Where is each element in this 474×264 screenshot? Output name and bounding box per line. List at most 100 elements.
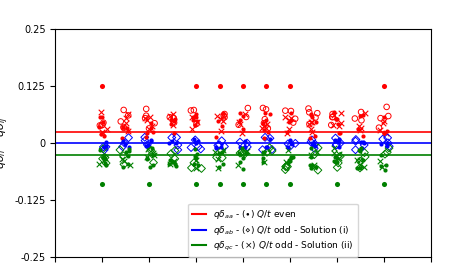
- Point: [264, 122, 271, 126]
- Point: [352, 148, 359, 152]
- Point: [102, 144, 109, 148]
- Point: [95, 124, 103, 129]
- Point: [125, 145, 132, 149]
- Point: [150, 161, 157, 165]
- Point: [170, 159, 177, 163]
- Point: [306, 135, 314, 140]
- Point: [193, 152, 201, 156]
- Point: [168, 135, 175, 140]
- Point: [378, 142, 385, 146]
- Point: [305, 110, 313, 114]
- Point: [102, 145, 109, 149]
- Point: [100, 120, 107, 125]
- Point: [358, 145, 365, 150]
- Point: [170, 130, 177, 135]
- Point: [103, 127, 110, 131]
- Point: [289, 155, 297, 159]
- Point: [124, 129, 132, 134]
- Point: [191, 147, 199, 151]
- Point: [243, 141, 251, 145]
- Point: [174, 143, 182, 147]
- Point: [330, 146, 337, 150]
- Point: [238, 131, 246, 135]
- Point: [310, 164, 318, 169]
- Point: [287, 118, 295, 122]
- Point: [149, 130, 156, 134]
- Point: [282, 164, 290, 169]
- Point: [356, 166, 364, 170]
- Point: [308, 163, 316, 167]
- Point: [218, 150, 226, 154]
- Point: [292, 117, 299, 121]
- Point: [259, 148, 266, 152]
- Point: [283, 131, 290, 136]
- Point: [100, 134, 108, 138]
- Point: [283, 160, 290, 164]
- Point: [143, 157, 151, 161]
- Point: [100, 121, 107, 125]
- Point: [100, 147, 107, 151]
- Point: [122, 116, 129, 120]
- Point: [142, 107, 150, 111]
- Point: [328, 115, 336, 119]
- Point: [217, 145, 225, 149]
- Point: [221, 112, 228, 116]
- Point: [308, 120, 316, 124]
- Point: [357, 166, 365, 170]
- Point: [235, 122, 242, 127]
- Point: [286, 182, 294, 186]
- Point: [241, 152, 249, 156]
- Point: [307, 163, 314, 167]
- Point: [215, 164, 223, 169]
- Point: [356, 159, 364, 163]
- Point: [145, 126, 153, 130]
- Point: [144, 131, 151, 135]
- Point: [193, 120, 201, 124]
- Point: [170, 116, 177, 120]
- Point: [282, 109, 289, 113]
- Point: [141, 115, 149, 120]
- Point: [239, 156, 246, 160]
- Point: [96, 115, 103, 120]
- Point: [197, 147, 204, 151]
- Point: [335, 124, 343, 128]
- Point: [124, 162, 132, 166]
- Point: [142, 114, 150, 118]
- Point: [260, 151, 268, 155]
- Point: [290, 120, 297, 125]
- Point: [144, 143, 152, 147]
- Point: [119, 165, 127, 169]
- Point: [308, 138, 316, 142]
- Point: [378, 153, 385, 157]
- Point: [141, 135, 148, 139]
- Point: [236, 151, 243, 155]
- Point: [307, 155, 315, 159]
- Point: [359, 158, 367, 162]
- Point: [172, 162, 179, 166]
- Point: [144, 147, 152, 151]
- Point: [219, 111, 227, 115]
- Point: [383, 131, 390, 135]
- Point: [383, 141, 390, 145]
- Point: [98, 130, 106, 134]
- Point: [101, 157, 109, 161]
- Point: [310, 146, 318, 150]
- Point: [356, 114, 364, 118]
- Point: [124, 154, 132, 158]
- Point: [380, 182, 388, 186]
- Point: [95, 162, 102, 166]
- Point: [351, 116, 359, 121]
- Point: [311, 134, 319, 139]
- Point: [242, 115, 250, 119]
- Point: [356, 149, 364, 154]
- Point: [262, 107, 270, 111]
- Point: [236, 145, 244, 149]
- Point: [288, 156, 295, 161]
- Point: [166, 162, 174, 166]
- Point: [149, 153, 156, 157]
- Point: [98, 123, 105, 128]
- Point: [376, 159, 384, 163]
- Point: [118, 157, 126, 161]
- Point: [168, 159, 175, 164]
- Point: [236, 140, 244, 144]
